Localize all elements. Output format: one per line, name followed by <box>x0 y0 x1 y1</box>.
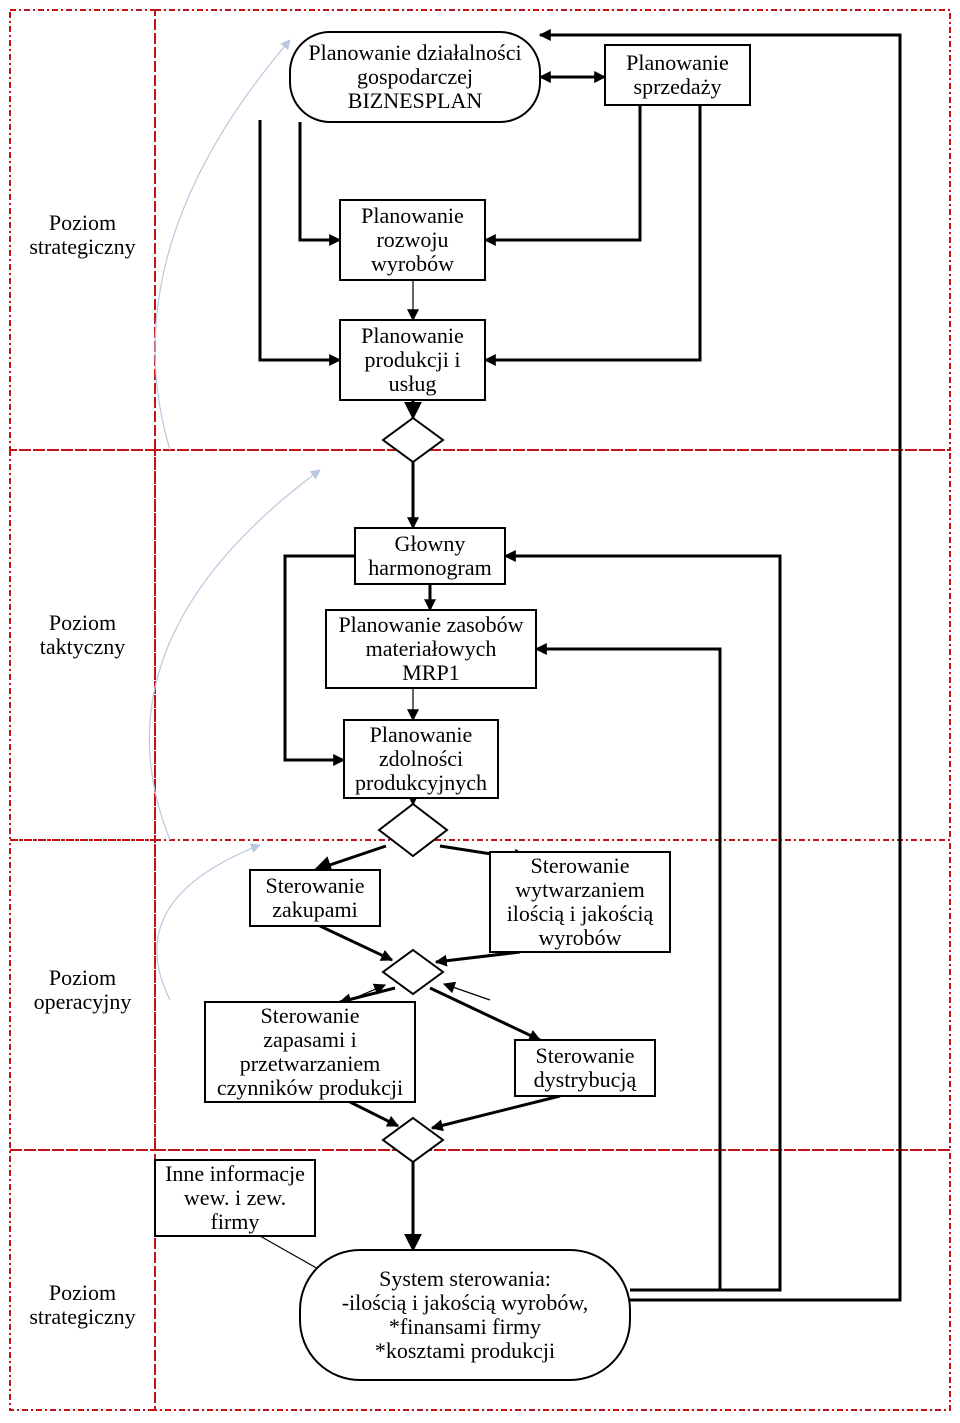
decision-d2 <box>379 804 447 856</box>
node-label: Planowaniesprzedaży <box>626 50 729 99</box>
swimlane-main-cell <box>155 450 950 840</box>
edge <box>340 988 395 1002</box>
edge <box>436 952 520 962</box>
swimlane-label: Poziomtaktyczny <box>40 610 126 659</box>
edge <box>350 1102 398 1126</box>
edge <box>315 846 386 870</box>
node-label: Sterowaniedystrybucją <box>534 1043 637 1092</box>
swimlane-label: Poziomoperacyjny <box>34 965 132 1014</box>
edge <box>432 1096 560 1128</box>
decision-d1 <box>383 418 443 462</box>
swimlane-label: Poziomstrategiczny <box>29 1280 135 1329</box>
diagram: Poziomstrategiczny Poziomtaktyczny Poziomo… <box>0 0 960 1423</box>
edge <box>485 105 640 240</box>
edge <box>485 105 700 360</box>
edge <box>536 649 720 1290</box>
swimlane-label: Poziomstrategiczny <box>29 210 135 259</box>
edge <box>320 926 392 960</box>
feedback-curve <box>155 40 290 450</box>
edge <box>260 1236 320 1270</box>
edge <box>430 988 540 1040</box>
feedback-curve <box>157 845 260 1000</box>
node-label: Planowanierozwojuwyrobów <box>361 203 464 276</box>
node-label: Sterowaniezakupami <box>266 873 365 922</box>
edge <box>300 122 340 240</box>
feedback-curve <box>149 470 320 840</box>
